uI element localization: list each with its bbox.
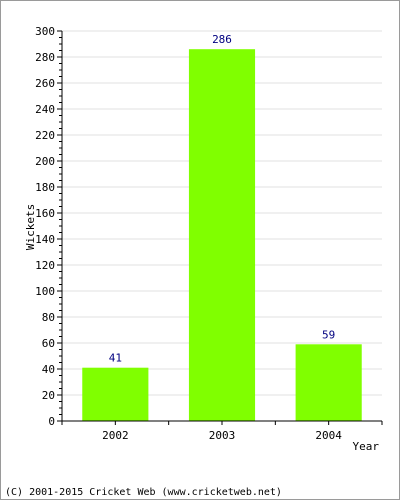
y-tick-label: 180 — [35, 181, 55, 194]
x-tick-label: 2002 — [102, 429, 129, 442]
y-tick-label: 140 — [35, 233, 55, 246]
y-tick-label: 100 — [35, 285, 55, 298]
data-label: 286 — [212, 33, 232, 46]
y-tick-label: 300 — [35, 25, 55, 38]
y-tick-label: 40 — [42, 363, 55, 376]
y-tick-label: 80 — [42, 311, 55, 324]
y-tick-label: 160 — [35, 207, 55, 220]
x-axis-ticks: 2002 2003 2004 — [61, 421, 383, 442]
y-tick-label: 220 — [35, 129, 55, 142]
data-labels: 41 286 59 — [109, 33, 336, 365]
y-tick-label: 200 — [35, 155, 55, 168]
y-tick-label: 20 — [42, 389, 55, 402]
y-tick-label: 260 — [35, 77, 55, 90]
y-tick-label: 0 — [48, 415, 55, 428]
y-axis-ticks: 0 20 40 60 80 100 120 140 160 180 200 220 240 260 280 3… — [35, 25, 62, 428]
y-tick-label: 120 — [35, 259, 55, 272]
y-axis-title: Wickets — [24, 204, 37, 250]
bar — [295, 344, 362, 421]
y-tick-label: 60 — [42, 337, 55, 350]
bar — [82, 367, 149, 421]
y-tick-label: 240 — [35, 103, 55, 116]
copyright-footer: (C) 2001-2015 Cricket Web (www.cricketwe… — [5, 487, 282, 498]
bar — [188, 49, 256, 421]
bars — [82, 49, 362, 421]
data-label: 59 — [322, 328, 335, 341]
x-axis-title: Year — [353, 440, 380, 453]
data-label: 41 — [109, 352, 122, 365]
y-tick-label: 280 — [35, 51, 55, 64]
x-tick-label: 2004 — [315, 429, 342, 442]
x-tick-label: 2003 — [209, 429, 236, 442]
